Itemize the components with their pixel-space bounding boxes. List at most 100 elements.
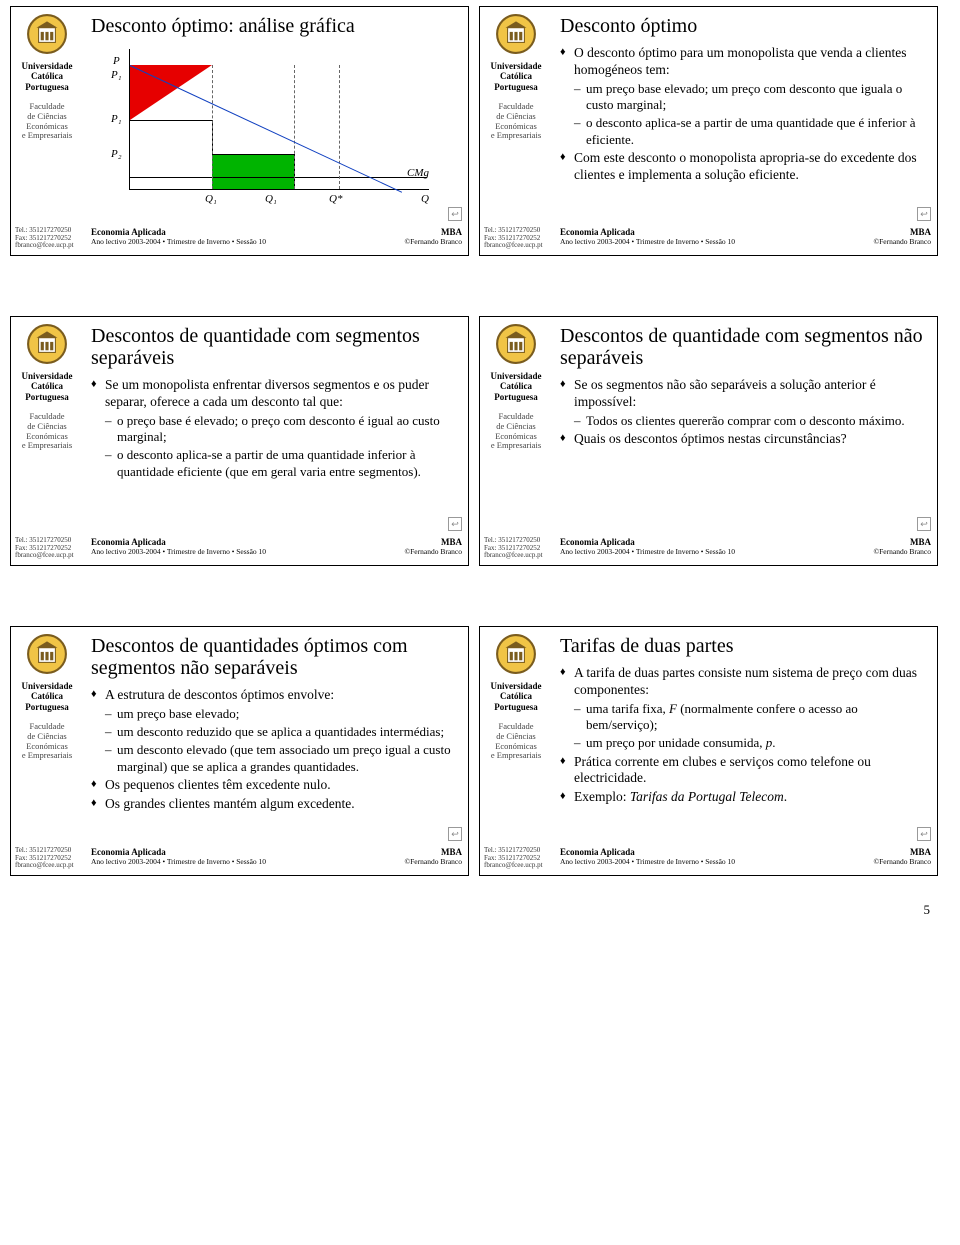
logo bbox=[495, 13, 537, 55]
university-name: Universidade Católica Portuguesa bbox=[21, 681, 72, 712]
slide-content: Descontos de quantidade com segmentos se… bbox=[83, 317, 468, 535]
footer-session: Ano lectivo 2003-2004 • Trimestre de Inv… bbox=[560, 857, 831, 866]
logo bbox=[495, 633, 537, 675]
university-name: Universidade Católica Portuguesa bbox=[490, 61, 541, 92]
slide-content: Tarifas de duas partes A tarifa de duas … bbox=[552, 627, 937, 845]
slide-row: Universidade Católica Portuguesa Faculda… bbox=[10, 316, 950, 566]
slide-title: Descontos de quantidades óptimos com seg… bbox=[91, 635, 454, 679]
faculty-name: Faculdade de Ciências Económicas e Empre… bbox=[22, 722, 72, 761]
footer-program: MBA bbox=[362, 537, 462, 547]
slide-content: Descontos de quantidade com segmentos nã… bbox=[552, 317, 937, 535]
bullet-level-1: Os grandes clientes mantém algum exceden… bbox=[91, 796, 454, 813]
nav-return-icon[interactable]: ↩ bbox=[448, 517, 462, 531]
slide: Universidade Católica Portuguesa Faculda… bbox=[10, 626, 469, 876]
surplus-region-red bbox=[130, 65, 212, 120]
nav-return-icon[interactable]: ↩ bbox=[448, 827, 462, 841]
nav-return-icon[interactable]: ↩ bbox=[917, 207, 931, 221]
footer-session: Ano lectivo 2003-2004 • Trimestre de Inv… bbox=[560, 547, 831, 556]
slide-content: Desconto óptimo O desconto óptimo para u… bbox=[552, 7, 937, 225]
slide-footer: Tel.: 351217270250 Fax: 351217270252 fbr… bbox=[480, 845, 937, 875]
bullet-level-2: o desconto aplica-se a partir de uma qua… bbox=[574, 115, 923, 148]
footer-session: Ano lectivo 2003-2004 • Trimestre de Inv… bbox=[560, 237, 831, 246]
slide-sidebar: Universidade Católica Portuguesa Faculda… bbox=[11, 627, 83, 845]
university-name: Universidade Católica Portuguesa bbox=[490, 371, 541, 402]
bullet-level-1: A estrutura de descontos óptimos envolve… bbox=[91, 687, 454, 704]
axis-label-Q1a: Q₁ bbox=[205, 193, 217, 205]
bullet-level-1: Os pequenos clientes têm excedente nulo. bbox=[91, 777, 454, 794]
slide-sidebar: Universidade Católica Portuguesa Faculda… bbox=[480, 7, 552, 225]
faculty-name: Faculdade de Ciências Económicas e Empre… bbox=[491, 412, 541, 451]
axis-label-P2: P₂ bbox=[111, 148, 122, 160]
footer-program: MBA bbox=[362, 227, 462, 237]
axis-label-P1: P₁ bbox=[111, 113, 122, 125]
slide-body: A estrutura de descontos óptimos envolve… bbox=[91, 687, 454, 815]
footer-program: MBA bbox=[831, 847, 931, 857]
bullet-level-1: Se um monopolista enfrentar diversos seg… bbox=[91, 377, 454, 411]
slide-row: Universidade Católica Portuguesa Faculda… bbox=[10, 626, 950, 876]
footer-course: Economia Aplicada bbox=[91, 537, 362, 547]
footer-session: Ano lectivo 2003-2004 • Trimestre de Inv… bbox=[91, 547, 362, 556]
axis-label-P1prime: P₁ bbox=[111, 69, 122, 81]
discount-chart: P P₁ P₁ P₂ Q₁ Q₁ Q* Q CMg bbox=[107, 49, 447, 209]
footer-course: Economia Aplicada bbox=[560, 537, 831, 547]
faculty-name: Faculdade de Ciências Económicas e Empre… bbox=[491, 722, 541, 761]
footer-contact: Tel.: 351217270250 Fax: 351217270252 fbr… bbox=[482, 847, 554, 871]
x-axis bbox=[129, 189, 429, 190]
bullet-level-1: Exemplo: Tarifas da Portugal Telecom. bbox=[560, 789, 923, 806]
university-logo-icon bbox=[495, 13, 537, 55]
bullet-level-2: o desconto aplica-se a partir de uma qua… bbox=[105, 447, 454, 480]
footer-session: Ano lectivo 2003-2004 • Trimestre de Inv… bbox=[91, 237, 362, 246]
logo bbox=[26, 633, 68, 675]
footer-contact: Tel.: 351217270250 Fax: 351217270252 fbr… bbox=[482, 227, 554, 251]
page-number: 5 bbox=[10, 902, 950, 918]
slide-footer: Tel.: 351217270250 Fax: 351217270252 fbr… bbox=[11, 535, 468, 565]
slide-footer: Tel.: 351217270250 Fax: 351217270252 fbr… bbox=[480, 535, 937, 565]
footer-author: ©Fernando Branco bbox=[362, 237, 462, 246]
footer-contact: Tel.: 351217270250 Fax: 351217270252 fbr… bbox=[13, 227, 85, 251]
bullet-level-2: um preço base elevado; bbox=[105, 706, 454, 722]
footer-program: MBA bbox=[831, 227, 931, 237]
nav-return-icon[interactable]: ↩ bbox=[917, 517, 931, 531]
nav-return-icon[interactable]: ↩ bbox=[917, 827, 931, 841]
slide-content: Descontos de quantidades óptimos com seg… bbox=[83, 627, 468, 845]
slide: Universidade Católica Portuguesa Faculda… bbox=[479, 6, 938, 256]
slide-sidebar: Universidade Católica Portuguesa Faculda… bbox=[480, 627, 552, 845]
university-logo-icon bbox=[495, 323, 537, 365]
university-logo-icon bbox=[26, 633, 68, 675]
bullet-level-2: um desconto elevado (que tem associado u… bbox=[105, 742, 454, 775]
footer-course: Economia Aplicada bbox=[91, 227, 362, 237]
slide: Universidade Católica Portuguesa Faculda… bbox=[479, 626, 938, 876]
slide-body: O desconto óptimo para um monopolista qu… bbox=[560, 45, 923, 186]
axis-label-Q1b: Q₁ bbox=[265, 193, 277, 205]
footer-contact: Tel.: 351217270250 Fax: 351217270252 fbr… bbox=[482, 537, 554, 561]
axis-label-Q: Q bbox=[421, 193, 429, 205]
bullet-level-1: Com este desconto o monopolista apropria… bbox=[560, 150, 923, 184]
university-name: Universidade Católica Portuguesa bbox=[21, 61, 72, 92]
slide: Universidade Católica Portuguesa Faculda… bbox=[479, 316, 938, 566]
slide-sidebar: Universidade Católica Portuguesa Faculda… bbox=[11, 317, 83, 535]
bullet-level-1: Quais os descontos óptimos nestas circun… bbox=[560, 431, 923, 448]
university-name: Universidade Católica Portuguesa bbox=[21, 371, 72, 402]
bullet-level-2: um desconto reduzido que se aplica a qua… bbox=[105, 724, 454, 740]
footer-author: ©Fernando Branco bbox=[831, 237, 931, 246]
nav-return-icon[interactable]: ↩ bbox=[448, 207, 462, 221]
marginal-cost-line bbox=[129, 177, 427, 178]
footer-session: Ano lectivo 2003-2004 • Trimestre de Inv… bbox=[91, 857, 362, 866]
bullet-level-1: Se os segmentos não são separáveis a sol… bbox=[560, 377, 923, 411]
logo bbox=[26, 323, 68, 365]
slide-title: Descontos de quantidade com segmentos se… bbox=[91, 325, 454, 369]
slide-title: Desconto óptimo bbox=[560, 15, 923, 37]
axis-label-Qstar: Q* bbox=[329, 193, 342, 205]
slide: Universidade Católica Portuguesa Faculda… bbox=[10, 6, 469, 256]
footer-author: ©Fernando Branco bbox=[362, 547, 462, 556]
bullet-level-2: uma tarifa fixa, F (normalmente confere … bbox=[574, 701, 923, 734]
bullet-level-2: um preço por unidade consumida, p. bbox=[574, 735, 923, 751]
university-name: Universidade Católica Portuguesa bbox=[490, 681, 541, 712]
university-logo-icon bbox=[26, 323, 68, 365]
footer-author: ©Fernando Branco bbox=[362, 857, 462, 866]
slide-body: Se os segmentos não são separáveis a sol… bbox=[560, 377, 923, 450]
footer-course: Economia Aplicada bbox=[560, 847, 831, 857]
slide-row: Universidade Católica Portuguesa Faculda… bbox=[10, 6, 950, 256]
bullet-level-2: o preço base é elevado; o preço com desc… bbox=[105, 413, 454, 446]
bullet-level-2: Todos os clientes quererão comprar com o… bbox=[574, 413, 923, 429]
